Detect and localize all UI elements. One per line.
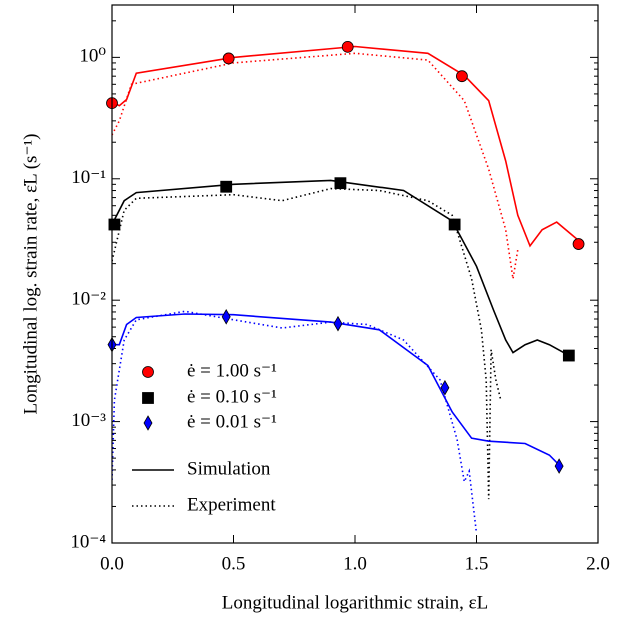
marker (143, 415, 153, 431)
legend-label: ė = 0.10 s⁻¹ (187, 386, 277, 407)
marker (572, 238, 585, 250)
legend-label: Experiment (187, 494, 276, 515)
marker (334, 177, 347, 190)
line (112, 187, 502, 500)
marker (554, 458, 564, 474)
marker (440, 379, 450, 396)
marker (448, 218, 461, 231)
plot-area (112, 45, 580, 534)
x-tick-label: 0.5 (222, 553, 246, 574)
x-tick-label: 1.5 (465, 553, 489, 574)
marker (222, 52, 235, 65)
marker (142, 366, 154, 378)
plot-frame (111, 4, 599, 544)
legend-label: Simulation (187, 458, 271, 479)
marker (333, 315, 343, 332)
y-tick-label: 10⁻¹ (71, 167, 106, 188)
line (112, 45, 580, 248)
marker (341, 40, 354, 53)
marker (562, 349, 575, 362)
marker (142, 392, 154, 404)
legend-label: ė = 0.01 s⁻¹ (187, 411, 277, 432)
x-tick-label: 1.0 (343, 553, 367, 574)
x-axis-label: Longitudinal logarithmic strain, εL (222, 592, 489, 613)
marker (221, 308, 231, 325)
y-tick-label: 10⁻⁴ (70, 531, 106, 552)
y-tick-label: 10⁻³ (71, 410, 106, 431)
marker (220, 180, 233, 193)
line (112, 52, 519, 279)
legend-label: ė = 1.00 s⁻¹ (187, 360, 277, 381)
line (112, 179, 567, 355)
y-tick-label: 10⁰ (79, 46, 106, 67)
x-tick-label: 0.0 (100, 553, 124, 574)
marker (456, 70, 468, 83)
y-tick-label: 10⁻² (71, 289, 106, 310)
marker (108, 218, 121, 231)
x-tick-label: 2.0 (586, 553, 610, 574)
line (112, 313, 560, 466)
y-axis-label: Longitudinal log. strain rate, ε̇L (s⁻¹) (20, 133, 41, 414)
line (112, 310, 478, 534)
